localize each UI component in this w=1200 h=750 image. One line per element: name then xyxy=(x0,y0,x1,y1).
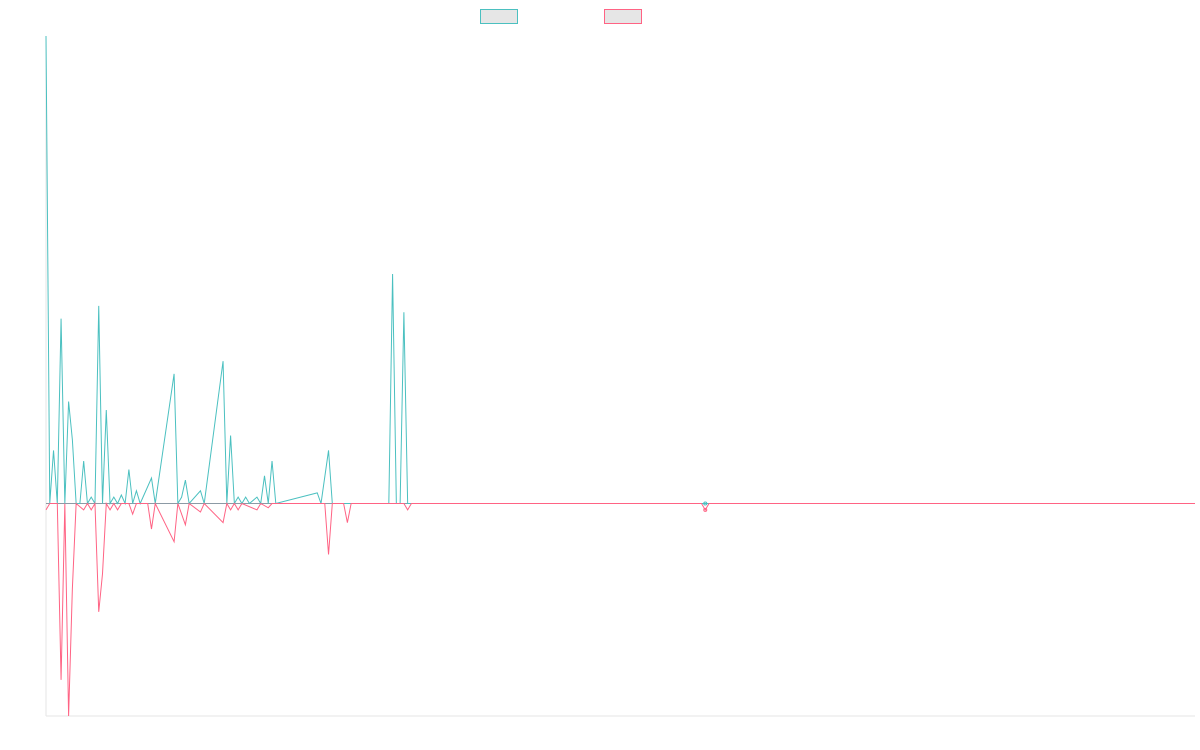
series-line-2 xyxy=(45,501,1195,717)
legend-swatch-series-2 xyxy=(604,9,642,24)
series-line-1 xyxy=(45,35,1195,506)
legend-item-series-1[interactable] xyxy=(480,9,518,24)
series-layer xyxy=(45,35,1195,717)
legend xyxy=(0,9,1200,27)
legend-swatch-series-1 xyxy=(480,9,518,24)
series-2-point-51[interactable] xyxy=(703,507,708,512)
legend-item-series-2[interactable] xyxy=(604,9,642,24)
series-1-point-62[interactable] xyxy=(703,501,708,506)
